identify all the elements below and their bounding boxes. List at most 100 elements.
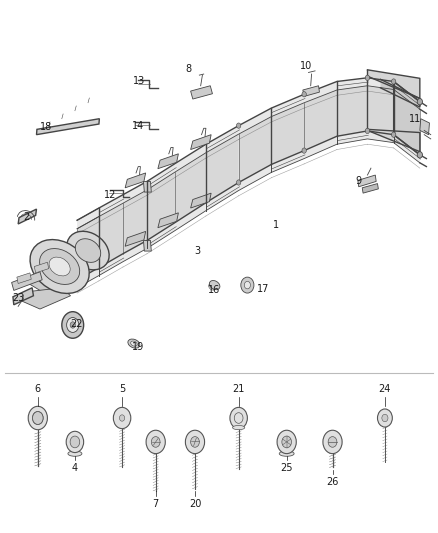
- Polygon shape: [191, 135, 211, 150]
- Polygon shape: [17, 273, 31, 284]
- Circle shape: [113, 407, 131, 429]
- Polygon shape: [77, 208, 99, 229]
- Text: 3: 3: [194, 246, 200, 255]
- Polygon shape: [12, 272, 42, 290]
- Circle shape: [378, 409, 392, 427]
- Polygon shape: [420, 119, 429, 135]
- Circle shape: [382, 414, 388, 422]
- Polygon shape: [394, 90, 420, 155]
- Polygon shape: [394, 82, 420, 155]
- Polygon shape: [272, 103, 304, 165]
- Polygon shape: [123, 181, 147, 203]
- Ellipse shape: [233, 425, 245, 430]
- Circle shape: [392, 132, 396, 138]
- Polygon shape: [367, 131, 394, 143]
- Text: 24: 24: [379, 384, 391, 394]
- Polygon shape: [304, 82, 337, 103]
- Ellipse shape: [209, 280, 220, 290]
- Polygon shape: [36, 119, 99, 135]
- Polygon shape: [394, 135, 420, 163]
- Text: 20: 20: [189, 499, 201, 509]
- Circle shape: [365, 128, 370, 134]
- Text: 7: 7: [152, 499, 159, 509]
- Polygon shape: [147, 172, 175, 240]
- Polygon shape: [239, 108, 272, 134]
- Polygon shape: [362, 183, 378, 193]
- Polygon shape: [337, 78, 367, 90]
- Ellipse shape: [131, 341, 137, 346]
- Circle shape: [32, 411, 43, 424]
- Circle shape: [70, 436, 80, 448]
- Circle shape: [191, 437, 199, 447]
- Polygon shape: [99, 203, 123, 268]
- Polygon shape: [337, 131, 367, 144]
- Ellipse shape: [279, 451, 294, 456]
- Circle shape: [237, 123, 241, 128]
- Polygon shape: [147, 164, 175, 190]
- Text: 22: 22: [70, 319, 82, 329]
- Text: 25: 25: [280, 463, 293, 473]
- Circle shape: [151, 437, 160, 447]
- Polygon shape: [77, 216, 99, 280]
- Polygon shape: [191, 193, 211, 208]
- Circle shape: [282, 436, 291, 448]
- Text: 23: 23: [12, 293, 25, 303]
- Polygon shape: [99, 195, 123, 216]
- Circle shape: [365, 75, 370, 80]
- Text: 11: 11: [410, 114, 422, 124]
- Text: 12: 12: [104, 190, 116, 200]
- Polygon shape: [367, 86, 394, 135]
- Circle shape: [67, 318, 79, 333]
- Polygon shape: [304, 90, 337, 151]
- Polygon shape: [206, 134, 239, 203]
- Polygon shape: [381, 79, 420, 107]
- Circle shape: [417, 152, 423, 158]
- Circle shape: [32, 411, 43, 424]
- Polygon shape: [272, 151, 304, 172]
- Polygon shape: [358, 175, 376, 187]
- Polygon shape: [175, 203, 206, 230]
- Circle shape: [417, 99, 423, 105]
- Polygon shape: [367, 70, 420, 99]
- Polygon shape: [367, 78, 394, 90]
- Circle shape: [244, 281, 251, 289]
- Polygon shape: [394, 82, 420, 109]
- Polygon shape: [272, 94, 304, 117]
- Ellipse shape: [128, 339, 140, 348]
- Text: 2: 2: [23, 212, 29, 222]
- Circle shape: [241, 277, 254, 293]
- Polygon shape: [18, 288, 71, 309]
- Circle shape: [146, 430, 165, 454]
- Polygon shape: [239, 165, 272, 190]
- Text: 13: 13: [134, 77, 146, 86]
- Polygon shape: [77, 268, 99, 288]
- Circle shape: [185, 430, 205, 454]
- Circle shape: [70, 322, 75, 328]
- Text: 16: 16: [208, 286, 220, 295]
- Text: 10: 10: [300, 61, 312, 70]
- Polygon shape: [13, 288, 33, 305]
- Polygon shape: [99, 254, 123, 276]
- Text: 19: 19: [132, 342, 145, 352]
- Polygon shape: [175, 153, 206, 222]
- Polygon shape: [18, 209, 36, 224]
- Text: 5: 5: [119, 384, 125, 394]
- Circle shape: [62, 312, 84, 338]
- Polygon shape: [125, 173, 146, 188]
- Circle shape: [302, 92, 306, 97]
- Polygon shape: [144, 181, 151, 192]
- Text: 6: 6: [35, 384, 41, 394]
- Polygon shape: [123, 240, 147, 262]
- Ellipse shape: [75, 239, 101, 262]
- Circle shape: [230, 407, 247, 429]
- Text: 18: 18: [40, 122, 53, 132]
- Polygon shape: [123, 190, 147, 254]
- Text: 8: 8: [185, 64, 191, 74]
- Polygon shape: [303, 86, 319, 96]
- Circle shape: [66, 431, 84, 453]
- Ellipse shape: [39, 248, 80, 285]
- Circle shape: [328, 437, 337, 447]
- Ellipse shape: [68, 451, 82, 456]
- Polygon shape: [367, 130, 420, 152]
- Text: 26: 26: [326, 477, 339, 487]
